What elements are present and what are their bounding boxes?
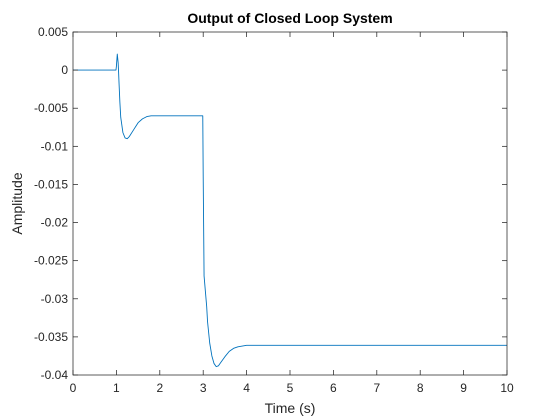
x-tick-label: 8 xyxy=(417,381,424,395)
x-tick-label: 2 xyxy=(156,381,163,395)
x-tick-label: 0 xyxy=(70,381,77,395)
y-tick-label: -0.01 xyxy=(41,139,69,153)
x-tick-label: 3 xyxy=(200,381,207,395)
y-tick-label: -0.03 xyxy=(41,292,69,306)
tick-layer: 0 1 2 3 4 5 6 7 8 9 10 0.005 0 -0.005 -0.01 -0.015 -0.02… xyxy=(34,25,514,395)
x-tick-label: 7 xyxy=(373,381,380,395)
x-tick-label: 10 xyxy=(500,381,514,395)
axes-box xyxy=(72,31,508,376)
data-layer xyxy=(73,53,507,368)
x-tick-label: 9 xyxy=(460,381,467,395)
chart-title: Output of Closed Loop System xyxy=(187,10,392,26)
y-tick-label: -0.04 xyxy=(41,368,69,382)
plot-area xyxy=(73,32,507,375)
y-tick-label: -0.015 xyxy=(34,177,68,191)
x-axis-label: Time (s) xyxy=(265,400,316,416)
y-tick-label: -0.035 xyxy=(34,330,68,344)
y-axis-label: Amplitude xyxy=(9,172,25,234)
y-tick-label: -0.02 xyxy=(41,216,69,230)
y-tick-label: -0.005 xyxy=(34,101,68,115)
x-tick-label: 1 xyxy=(113,381,120,395)
x-tick-label: 6 xyxy=(330,381,337,395)
x-tick-label: 5 xyxy=(287,381,294,395)
y-tick-label: 0 xyxy=(61,63,68,77)
x-tick-label: 4 xyxy=(243,381,250,395)
series-line xyxy=(73,53,507,368)
y-tick-label: -0.025 xyxy=(34,254,68,268)
y-tick-label: 0.005 xyxy=(38,25,68,39)
